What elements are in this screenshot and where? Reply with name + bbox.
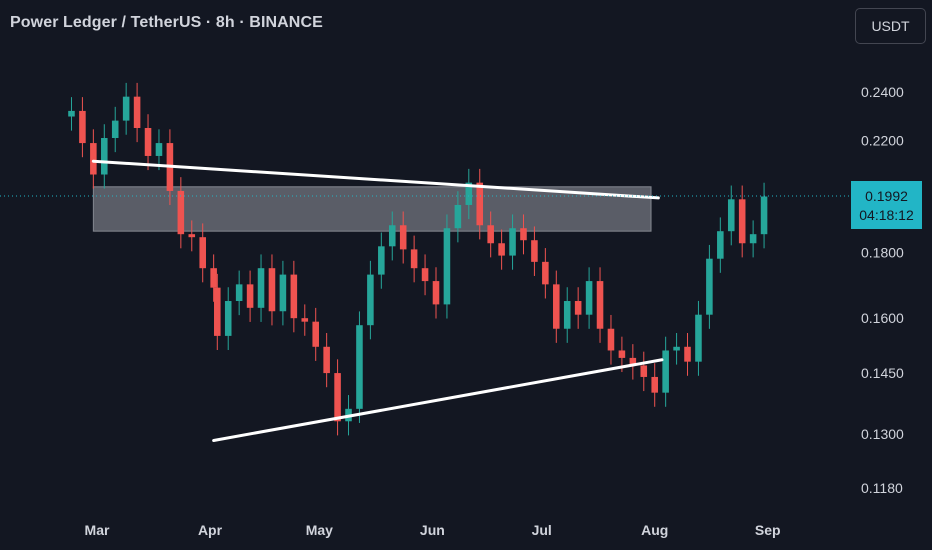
candle[interactable] (90, 129, 97, 189)
x-tick-label: Aug (641, 522, 668, 538)
candle[interactable] (224, 287, 232, 351)
candle[interactable] (155, 129, 163, 171)
candle[interactable] (432, 267, 440, 319)
candle[interactable] (301, 304, 309, 336)
candle[interactable] (177, 177, 185, 249)
candle[interactable] (476, 168, 484, 240)
candle[interactable] (465, 168, 473, 220)
y-tick-label: 0.1300 (861, 426, 904, 442)
candle[interactable] (410, 235, 418, 283)
candle[interactable] (214, 273, 221, 351)
y-tick-label: 0.2200 (861, 133, 904, 149)
candle[interactable] (323, 333, 330, 388)
x-tick-label: Apr (198, 522, 223, 538)
candle[interactable] (684, 333, 691, 376)
candle[interactable] (596, 267, 604, 343)
candle[interactable] (443, 214, 451, 319)
candle[interactable] (111, 106, 119, 153)
candle[interactable] (760, 182, 768, 249)
candle[interactable] (640, 351, 648, 392)
candle[interactable] (738, 185, 746, 258)
y-tick-label: 0.2400 (861, 84, 904, 100)
x-tick-label: Sep (755, 522, 781, 538)
candle[interactable] (553, 270, 560, 343)
candle[interactable] (520, 214, 527, 255)
candle[interactable] (356, 311, 363, 423)
y-tick-label: 0.1600 (861, 310, 904, 326)
candle[interactable] (268, 254, 276, 326)
candle[interactable] (487, 211, 494, 258)
last-price-badge: 0.1992 04:18:12 (851, 181, 922, 229)
candle[interactable] (68, 97, 75, 131)
resistance-trendline[interactable] (91, 159, 660, 200)
candle[interactable] (585, 267, 593, 329)
last-price-value: 0.1992 (865, 188, 908, 204)
candle[interactable] (279, 260, 287, 326)
candle[interactable] (133, 82, 141, 143)
candle[interactable] (498, 229, 505, 270)
candle[interactable] (662, 336, 669, 407)
candle[interactable] (388, 211, 396, 261)
candle[interactable] (749, 220, 757, 258)
candle[interactable] (334, 359, 341, 436)
candle[interactable] (188, 220, 196, 252)
candle[interactable] (454, 191, 462, 243)
candle[interactable] (421, 254, 429, 296)
x-tick-label: May (306, 522, 333, 538)
candle[interactable] (607, 314, 615, 365)
candle[interactable] (101, 124, 108, 189)
candle[interactable] (563, 287, 571, 343)
candle[interactable] (531, 226, 538, 276)
resistance-zone[interactable] (92, 186, 652, 232)
candle[interactable] (290, 260, 298, 333)
y-tick-label: 0.1180 (861, 480, 903, 496)
bar-countdown: 04:18:12 (859, 207, 914, 223)
candle[interactable] (246, 270, 254, 322)
candle[interactable] (509, 214, 516, 270)
candle[interactable] (79, 97, 86, 158)
y-tick-label: 0.1800 (861, 244, 904, 260)
x-tick-label: Jul (532, 522, 552, 538)
candle[interactable] (542, 248, 549, 299)
support-trendline[interactable] (212, 358, 664, 442)
candle[interactable] (235, 270, 243, 316)
chart-title: Power Ledger / TetherUS · 8h · BINANCE (10, 14, 323, 31)
candle[interactable] (378, 232, 385, 289)
candle[interactable] (673, 333, 680, 365)
y-tick-label: 0.1450 (861, 365, 904, 381)
candle[interactable] (312, 307, 319, 361)
candle[interactable] (122, 82, 130, 135)
candle[interactable] (367, 260, 374, 340)
candle[interactable] (574, 287, 582, 329)
x-tick-label: Jun (420, 522, 445, 538)
candle[interactable] (706, 244, 713, 329)
candle[interactable] (210, 254, 217, 302)
currency-button[interactable]: USDT (855, 8, 926, 44)
candle[interactable] (257, 254, 265, 322)
candle[interactable] (651, 363, 658, 407)
candle[interactable] (199, 223, 206, 283)
x-tick-label: Mar (85, 522, 110, 538)
candle[interactable] (717, 217, 724, 273)
candle[interactable] (629, 344, 637, 380)
candle[interactable] (144, 114, 152, 171)
candle[interactable] (399, 211, 407, 264)
candle[interactable] (695, 300, 702, 376)
candle[interactable] (727, 185, 735, 246)
